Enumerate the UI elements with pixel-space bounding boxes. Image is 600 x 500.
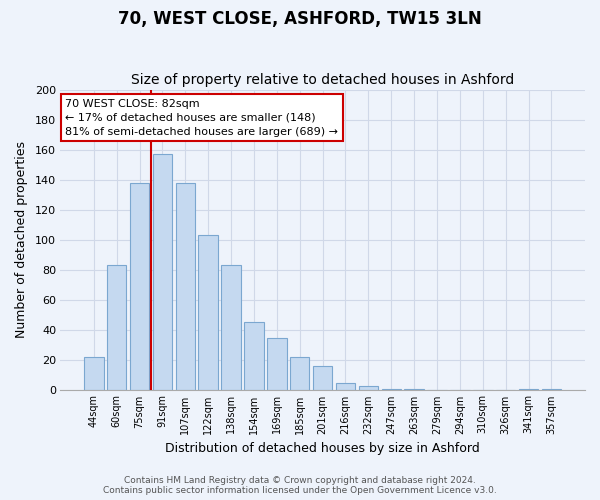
Bar bbox=[359, 386, 378, 390]
Text: 70 WEST CLOSE: 82sqm
← 17% of detached houses are smaller (148)
81% of semi-deta: 70 WEST CLOSE: 82sqm ← 17% of detached h… bbox=[65, 98, 338, 136]
Text: Contains HM Land Registry data © Crown copyright and database right 2024.
Contai: Contains HM Land Registry data © Crown c… bbox=[103, 476, 497, 495]
Bar bbox=[244, 322, 264, 390]
Bar bbox=[199, 236, 218, 390]
Bar bbox=[84, 357, 104, 390]
Text: 70, WEST CLOSE, ASHFORD, TW15 3LN: 70, WEST CLOSE, ASHFORD, TW15 3LN bbox=[118, 10, 482, 28]
Title: Size of property relative to detached houses in Ashford: Size of property relative to detached ho… bbox=[131, 73, 514, 87]
Bar bbox=[130, 182, 149, 390]
Y-axis label: Number of detached properties: Number of detached properties bbox=[15, 142, 28, 338]
Bar bbox=[153, 154, 172, 390]
Bar bbox=[404, 388, 424, 390]
Bar bbox=[221, 266, 241, 390]
Bar bbox=[336, 382, 355, 390]
Bar bbox=[519, 388, 538, 390]
Bar bbox=[267, 338, 287, 390]
X-axis label: Distribution of detached houses by size in Ashford: Distribution of detached houses by size … bbox=[165, 442, 480, 455]
Bar bbox=[290, 357, 310, 390]
Bar bbox=[107, 266, 127, 390]
Bar bbox=[313, 366, 332, 390]
Bar bbox=[176, 182, 195, 390]
Bar bbox=[382, 388, 401, 390]
Bar bbox=[542, 388, 561, 390]
